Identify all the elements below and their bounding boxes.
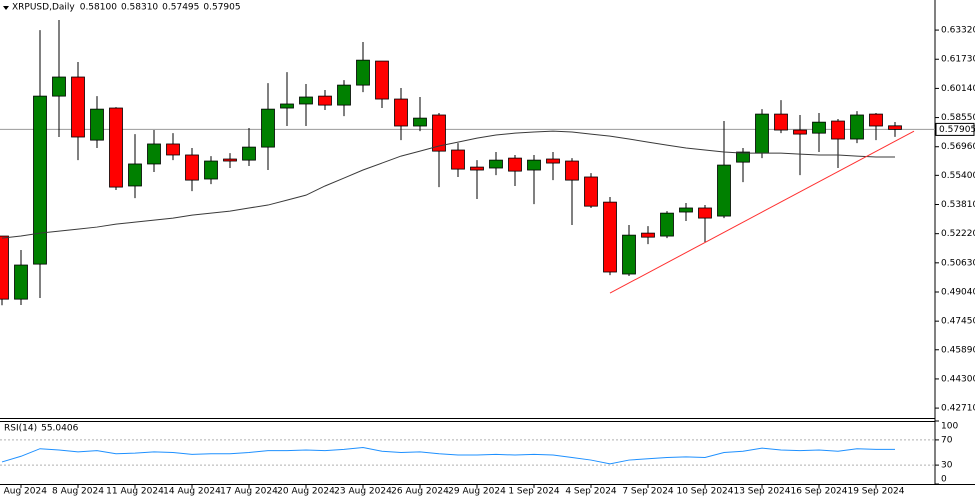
y-tick-label: 0.44300 [941, 374, 975, 384]
candle-body [793, 129, 807, 135]
candle-body [109, 107, 123, 188]
y-tick-label: 0.61730 [941, 55, 975, 65]
candle-body [33, 95, 47, 265]
candle-body [622, 234, 636, 275]
candle-body [14, 264, 28, 300]
y-tick-label: 0.45890 [941, 345, 975, 355]
x-tick-label: 4 Sep 2024 [565, 487, 617, 497]
candle-body [584, 176, 598, 207]
candle-body [489, 159, 503, 169]
last-price-tag [935, 122, 975, 136]
candle-body [470, 166, 484, 171]
moving-average [1, 130, 895, 239]
chart-title: XRPUSD,Daily [12, 3, 75, 13]
y-tick-label: 0 [941, 475, 947, 485]
candle-body [0, 235, 9, 300]
y-tick-label: 70 [941, 435, 953, 445]
x-tick-label: 17 Aug 2024 [220, 487, 278, 497]
candle-body [413, 117, 427, 127]
candle-body [71, 76, 85, 138]
candle-body [812, 121, 826, 134]
candle-body [147, 143, 161, 165]
candle-body [242, 146, 256, 161]
x-tick-label: 26 Aug 2024 [391, 487, 449, 497]
candle-body [888, 125, 902, 130]
x-tick-label: 20 Aug 2024 [277, 487, 335, 497]
candle-body [698, 207, 712, 219]
y-tick-label: 0.58550 [941, 113, 975, 123]
candle-body [337, 84, 351, 106]
y-tick-label: 0.50630 [941, 258, 975, 268]
candle-body [565, 160, 579, 181]
candle-body [527, 159, 541, 171]
x-tick-label: 11 Aug 2024 [106, 487, 164, 497]
y-tick-label: 0.63320 [941, 26, 975, 36]
y-tick-label: 0.49040 [941, 287, 975, 297]
x-tick-label: 29 Aug 2024 [448, 487, 506, 497]
header-value: 0.58310 [121, 3, 158, 13]
rsi-value: 55.0406 [41, 424, 78, 434]
candle-body [508, 157, 522, 172]
candle-body [166, 143, 180, 156]
menu-arrow [3, 6, 9, 10]
x-tick-label: 5 Aug 2024 [0, 487, 47, 497]
rsi-title: RSI(14) [4, 424, 37, 434]
candle-body [546, 158, 560, 164]
x-tick-label: 14 Aug 2024 [163, 487, 221, 497]
x-tick-label: 19 Sep 2024 [847, 487, 904, 497]
x-tick-label: 1 Sep 2024 [508, 487, 560, 497]
candle-body [717, 164, 731, 217]
candle-body [394, 98, 408, 127]
candle-body [90, 108, 104, 141]
candle-body [204, 160, 218, 180]
candle-body [831, 120, 845, 140]
y-tick-label: 0.53810 [941, 200, 975, 210]
candle-body [641, 232, 655, 238]
candle-body [185, 154, 199, 181]
y-tick-label: 0.55400 [941, 171, 975, 181]
candle-body [679, 207, 693, 213]
candle-body [261, 108, 275, 148]
x-tick-label: 10 Sep 2024 [676, 487, 733, 497]
y-tick-label: 0.47450 [941, 317, 975, 327]
candle-body [223, 158, 237, 162]
y-tick-label: 0.42710 [941, 404, 975, 414]
candle-body [299, 96, 313, 105]
candle-body [869, 113, 883, 127]
candle-body [128, 163, 142, 187]
header-value: 0.57905 [203, 3, 240, 13]
candle-body [755, 113, 769, 154]
candle-body [375, 60, 389, 100]
header-value: 0.57495 [162, 3, 199, 13]
x-tick-label: 23 Aug 2024 [334, 487, 392, 497]
y-tick-label: 100 [941, 422, 958, 432]
rsi-line [1, 446, 896, 465]
candle-body [736, 151, 750, 163]
y-tick-label: 0.52220 [941, 229, 975, 239]
candle-body [356, 59, 370, 86]
last-price-label: 0.57905 [939, 125, 975, 135]
y-tick-label: 0.56960 [941, 142, 975, 152]
candle-body [603, 201, 617, 273]
candle-body [774, 113, 788, 131]
candle-body [660, 212, 674, 237]
candle-body [451, 149, 465, 170]
x-tick-label: 13 Sep 2024 [733, 487, 790, 497]
trendline [609, 130, 915, 294]
candle-body [850, 114, 864, 140]
candle-body [318, 95, 332, 106]
candle-body [280, 103, 294, 109]
x-tick-label: 16 Sep 2024 [790, 487, 847, 497]
y-tick-label: 0.60140 [941, 84, 975, 94]
header-value: 0.58100 [80, 3, 117, 13]
y-tick-label: 30 [941, 461, 953, 471]
x-tick-label: 8 Aug 2024 [52, 487, 104, 497]
candle-body [432, 114, 446, 152]
x-tick-label: 7 Sep 2024 [622, 487, 674, 497]
candle-body [52, 76, 66, 97]
